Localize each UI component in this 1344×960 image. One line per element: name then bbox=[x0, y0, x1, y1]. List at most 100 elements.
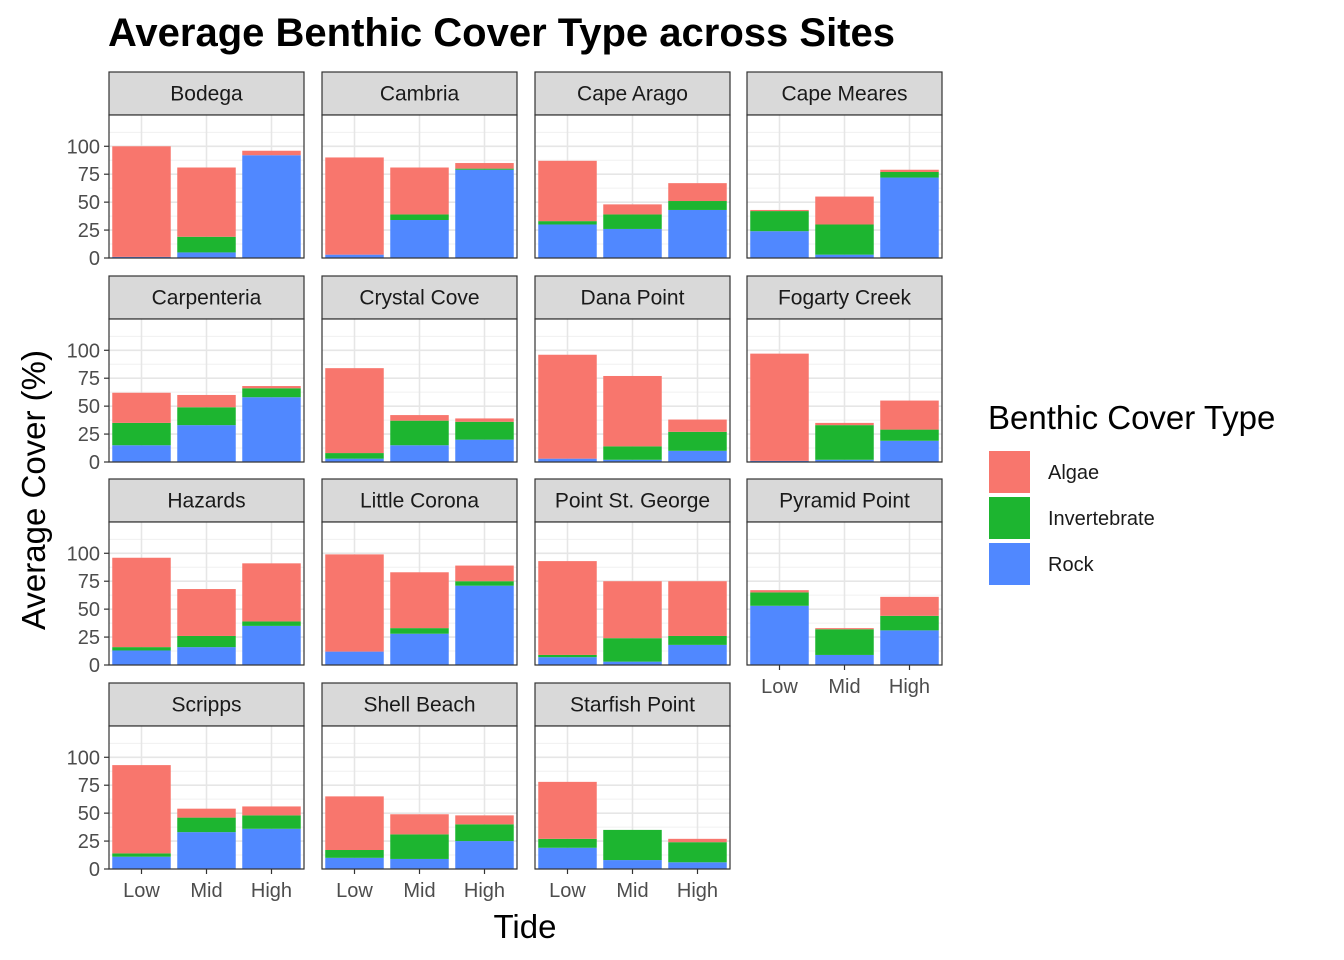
bar-invertebrate-high bbox=[455, 581, 514, 586]
legend-label-rock: Rock bbox=[1048, 554, 1095, 576]
bar-invertebrate-mid bbox=[390, 420, 449, 446]
bar-invertebrate-mid bbox=[815, 425, 874, 460]
bar-invertebrate-low bbox=[538, 838, 597, 848]
bar-invertebrate-mid bbox=[390, 834, 449, 859]
bar-algae-high bbox=[880, 596, 939, 616]
y-tick-label: 75 bbox=[78, 164, 100, 186]
x-tick-label: High bbox=[251, 880, 292, 902]
facet-panels: Bodega 0 25 50 75 100 Cambria Cape Arago Cape Me… bbox=[67, 71, 943, 902]
bar-rock-low bbox=[538, 847, 597, 869]
x-tick-label: High bbox=[464, 880, 505, 902]
facet-strip bbox=[746, 275, 943, 320]
y-tick-label: 25 bbox=[78, 627, 100, 649]
bar-algae-low bbox=[538, 160, 597, 222]
facet-strip bbox=[108, 275, 305, 320]
facet-strip bbox=[108, 682, 305, 727]
bar-algae-mid bbox=[603, 375, 662, 447]
bar-algae-low bbox=[325, 796, 384, 851]
facet-strip-label: Pyramid Point bbox=[779, 490, 910, 513]
bar-algae-mid bbox=[390, 167, 449, 215]
bar-invertebrate-mid bbox=[603, 214, 662, 229]
facet-panel-cape-meares: Cape Meares bbox=[746, 71, 943, 259]
bar-rock-mid bbox=[390, 220, 449, 258]
bar-algae-low bbox=[112, 392, 171, 423]
bar-algae-mid bbox=[603, 204, 662, 215]
bar-rock-high bbox=[880, 177, 939, 258]
bar-invertebrate-high bbox=[880, 171, 939, 178]
bar-invertebrate-mid bbox=[603, 829, 662, 861]
bar-invertebrate-low bbox=[750, 592, 809, 606]
bar-algae-high bbox=[455, 815, 514, 825]
bar-algae-high bbox=[455, 163, 514, 169]
bar-invertebrate-low bbox=[112, 647, 171, 651]
bar-algae-low bbox=[112, 765, 171, 854]
bar-algae-high bbox=[880, 169, 939, 172]
bar-rock-low bbox=[750, 231, 809, 258]
bar-rock-low bbox=[325, 857, 384, 869]
facet-strip-label: Scripps bbox=[171, 694, 241, 717]
bar-invertebrate-high bbox=[455, 421, 514, 440]
facet-strip bbox=[321, 682, 518, 727]
bar-algae-high bbox=[242, 386, 301, 389]
bar-rock-mid bbox=[177, 252, 236, 258]
facet-panel-cape-arago: Cape Arago bbox=[534, 71, 731, 259]
y-tick-label: 50 bbox=[78, 192, 100, 214]
bar-invertebrate-low bbox=[750, 211, 809, 232]
y-tick-label: 0 bbox=[89, 248, 100, 270]
bar-invertebrate-mid bbox=[390, 628, 449, 634]
bar-invertebrate-high bbox=[880, 429, 939, 441]
bar-invertebrate-high bbox=[668, 842, 727, 863]
bar-invertebrate-low bbox=[538, 654, 597, 658]
bar-rock-low bbox=[538, 458, 597, 462]
bar-algae-high bbox=[242, 563, 301, 622]
y-tick-label: 100 bbox=[67, 340, 100, 362]
facet-strip-label: Dana Point bbox=[581, 287, 685, 310]
bar-algae-mid bbox=[815, 628, 874, 630]
facet-strip-label: Cambria bbox=[380, 83, 460, 106]
bar-algae-high bbox=[455, 565, 514, 582]
bar-rock-low bbox=[750, 605, 809, 665]
bar-rock-high bbox=[880, 440, 939, 462]
facet-panel-shell-beach: Shell Beach Low Mid High bbox=[321, 682, 518, 902]
facet-panel-fogarty-creek: Fogarty Creek bbox=[746, 275, 943, 463]
bar-algae-high bbox=[455, 418, 514, 422]
bar-rock-mid bbox=[390, 633, 449, 665]
facet-strip bbox=[321, 478, 518, 523]
panel-border bbox=[534, 318, 731, 463]
bar-invertebrate-high bbox=[242, 388, 301, 398]
facet-strip-label: Bodega bbox=[170, 83, 243, 106]
bar-invertebrate-high bbox=[668, 431, 727, 451]
bar-rock-high bbox=[455, 841, 514, 869]
x-tick-label: Mid bbox=[190, 880, 222, 902]
facet-strip bbox=[108, 71, 305, 116]
bar-invertebrate-mid bbox=[177, 407, 236, 426]
facet-strip bbox=[534, 71, 731, 116]
panel-border bbox=[321, 318, 518, 463]
legend: Benthic Cover Type Algae Invertebrate Rock bbox=[988, 399, 1275, 585]
panel-border bbox=[321, 521, 518, 666]
facet-panel-bodega: Bodega 0 25 50 75 100 bbox=[67, 71, 305, 270]
bar-algae-low bbox=[325, 554, 384, 652]
bar-algae-low bbox=[538, 354, 597, 459]
x-tick-label: Mid bbox=[828, 676, 860, 698]
facet-panel-scripps: Scripps 0 25 50 75 100 Low Mid High bbox=[67, 682, 305, 902]
y-tick-label: 0 bbox=[89, 452, 100, 474]
bar-rock-mid bbox=[390, 445, 449, 462]
legend-key-invertebrate bbox=[989, 497, 1030, 539]
y-tick-label: 25 bbox=[78, 220, 100, 242]
bar-invertebrate-mid bbox=[815, 629, 874, 655]
bar-rock-high bbox=[455, 169, 514, 258]
bar-rock-mid bbox=[177, 425, 236, 462]
facet-strip-label: Carpenteria bbox=[152, 287, 262, 310]
bar-algae-mid bbox=[177, 589, 236, 636]
bar-invertebrate-low bbox=[325, 850, 384, 858]
panel-border bbox=[534, 114, 731, 259]
bar-algae-low bbox=[112, 146, 171, 257]
y-tick-label: 100 bbox=[67, 747, 100, 769]
x-tick-label: Low bbox=[336, 880, 373, 902]
legend-label-algae: Algae bbox=[1048, 462, 1099, 484]
bar-invertebrate-high bbox=[880, 615, 939, 631]
x-tick-label: Low bbox=[549, 880, 586, 902]
bar-rock-mid bbox=[390, 858, 449, 869]
